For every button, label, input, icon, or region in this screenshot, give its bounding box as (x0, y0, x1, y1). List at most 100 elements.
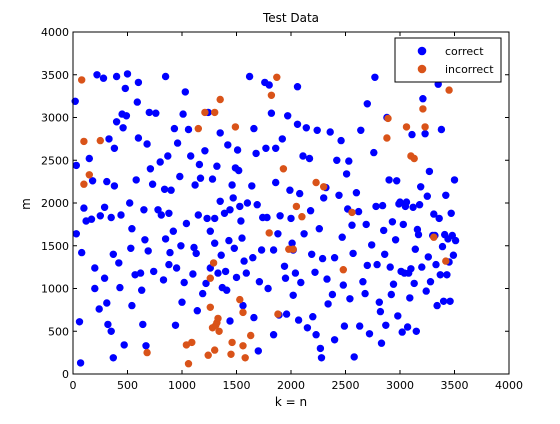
data-point-correct (415, 231, 422, 238)
data-point-correct (301, 230, 308, 237)
data-point-correct (270, 331, 277, 338)
data-point-correct (91, 285, 98, 292)
data-point-correct (207, 228, 214, 235)
data-point-correct (350, 250, 357, 257)
data-point-incorrect (268, 92, 275, 99)
data-point-correct (179, 299, 186, 306)
data-point-correct (333, 157, 340, 164)
data-point-correct (388, 291, 395, 298)
data-point-correct (215, 270, 222, 277)
data-point-correct (190, 271, 197, 278)
data-point-correct (294, 83, 301, 90)
data-point-correct (355, 208, 362, 215)
data-point-correct (408, 265, 415, 272)
y-tick-label: 0 (62, 368, 69, 381)
data-point-correct (279, 136, 286, 143)
x-tick-label: 2000 (277, 379, 305, 392)
data-point-incorrect (144, 349, 151, 356)
data-point-correct (340, 282, 347, 289)
data-point-incorrect (228, 351, 235, 358)
data-point-correct (145, 248, 152, 255)
data-point-correct (379, 202, 386, 209)
data-point-correct (91, 265, 98, 272)
y-tick-label: 3000 (41, 112, 69, 125)
data-point-correct (320, 195, 327, 202)
data-point-correct (347, 295, 354, 302)
data-point-correct (377, 308, 384, 315)
data-point-correct (420, 95, 427, 102)
data-point-correct (209, 176, 216, 183)
data-point-correct (283, 311, 290, 318)
data-point-correct (294, 121, 301, 128)
data-point-incorrect (446, 87, 453, 94)
x-tick-label: 1000 (168, 379, 196, 392)
data-point-correct (123, 112, 130, 119)
data-point-correct (76, 318, 83, 325)
data-point-correct (317, 345, 324, 352)
data-point-correct (381, 251, 388, 258)
data-point-correct (167, 249, 174, 256)
data-point-correct (275, 230, 282, 237)
data-point-incorrect (320, 183, 327, 190)
data-point-correct (427, 278, 434, 285)
data-point-incorrect (202, 109, 209, 116)
data-point-correct (171, 125, 178, 132)
chart-title: Test Data (262, 11, 319, 25)
data-point-correct (329, 291, 336, 298)
data-point-correct (444, 271, 451, 278)
data-point-correct (255, 348, 262, 355)
data-point-correct (292, 270, 299, 277)
data-point-correct (97, 212, 104, 219)
data-point-incorrect (299, 213, 306, 220)
data-point-correct (447, 298, 454, 305)
data-point-correct (251, 314, 258, 321)
data-point-correct (386, 177, 393, 184)
data-point-correct (166, 210, 173, 217)
data-point-correct (406, 295, 413, 302)
data-point-correct (440, 298, 447, 305)
data-point-correct (150, 268, 157, 275)
data-point-correct (194, 307, 201, 314)
data-point-correct (277, 212, 284, 219)
data-point-correct (101, 275, 108, 282)
data-point-incorrect (240, 309, 247, 316)
data-point-correct (341, 323, 348, 330)
data-point-correct (122, 85, 129, 92)
data-point-correct (161, 186, 168, 193)
data-point-incorrect (411, 155, 418, 162)
data-point-correct (392, 236, 399, 243)
data-point-correct (217, 198, 224, 205)
data-point-correct (272, 179, 279, 186)
data-point-incorrect (211, 109, 218, 116)
data-point-incorrect (273, 74, 280, 81)
data-point-correct (331, 254, 338, 261)
data-point-correct (393, 177, 400, 184)
data-point-incorrect (215, 315, 222, 322)
data-point-incorrect (266, 230, 273, 237)
data-point-incorrect (385, 115, 392, 122)
data-point-incorrect (275, 311, 282, 318)
data-point-correct (426, 168, 433, 175)
data-point-correct (413, 328, 420, 335)
data-point-incorrect (240, 342, 247, 349)
data-point-correct (254, 201, 261, 208)
data-point-correct (349, 222, 356, 229)
data-point-correct (223, 287, 230, 294)
data-point-correct (364, 262, 371, 269)
data-point-correct (108, 214, 115, 221)
data-point-correct (231, 245, 238, 252)
data-point-correct (195, 212, 202, 219)
data-point-correct (162, 236, 169, 243)
data-point-correct (343, 171, 350, 178)
data-point-correct (272, 145, 279, 152)
legend-marker-incorrect (418, 65, 426, 73)
data-point-correct (345, 158, 352, 165)
data-point-correct (368, 242, 375, 249)
data-point-correct (284, 112, 291, 119)
data-point-correct (314, 127, 321, 134)
legend-label-correct: correct (445, 45, 484, 58)
data-point-correct (268, 110, 275, 117)
data-point-correct (270, 247, 277, 254)
legend-label-incorrect: incorrect (445, 63, 494, 76)
